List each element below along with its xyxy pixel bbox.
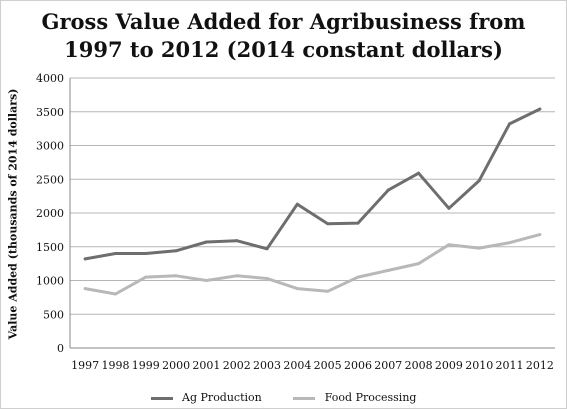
x-tick-label-2011: 2011 [496,359,524,372]
data-point-ag-production-2003 [265,247,269,251]
data-point-ag-production-2002 [235,239,239,243]
data-point-ag-production-2009 [447,206,451,210]
y-tick-label-4000: 4000 [36,72,64,85]
data-point-ag-production-2011 [508,122,512,126]
legend-item-ag-production: Ag Production [150,391,262,404]
x-tick-label-2004: 2004 [283,359,311,372]
data-point-ag-production-2005 [326,222,330,226]
x-tick-label-2001: 2001 [192,359,220,372]
x-tick-label-2000: 2000 [162,359,190,372]
legend: Ag Production Food Processing [0,391,567,404]
x-tick-label-2012: 2012 [526,359,554,372]
x-tick-label-2010: 2010 [465,359,493,372]
data-point-food-processing-2000 [174,274,178,278]
y-tick-label-3500: 3500 [36,106,64,119]
data-point-ag-production-2004 [295,202,299,206]
y-tick-label-2500: 2500 [36,173,64,186]
series-line-ag-production [83,107,542,261]
legend-label-ag-production: Ag Production [182,391,262,404]
x-tick-label-2009: 2009 [435,359,463,372]
data-point-ag-production-2007 [386,188,390,192]
x-tick-label-1997: 1997 [71,359,99,372]
y-tick-label-500: 500 [43,308,64,321]
x-tick-label-2008: 2008 [405,359,433,372]
data-point-ag-production-1999 [144,252,148,255]
data-point-food-processing-2011 [508,241,512,245]
data-point-ag-production-2008 [417,171,421,175]
data-point-food-processing-2004 [295,287,299,291]
x-tick-label-2003: 2003 [253,359,281,372]
chart-title-line-2: 1997 to 2012 (2014 constant dollars) [64,37,503,62]
x-tick-label-2002: 2002 [223,359,251,372]
legend-item-food-processing: Food Processing [293,391,416,404]
data-point-food-processing-2009 [447,243,451,247]
data-point-food-processing-2008 [417,262,421,266]
data-point-food-processing-2002 [235,274,239,278]
legend-swatch-ag-production [150,396,173,400]
y-tick-label-0: 0 [57,342,64,355]
data-point-food-processing-1997 [83,287,87,291]
data-point-food-processing-2001 [204,279,208,282]
data-point-food-processing-2006 [356,275,360,279]
data-point-food-processing-1998 [113,292,117,296]
legend-label-food-processing: Food Processing [324,391,417,404]
data-point-food-processing-2003 [265,276,269,280]
y-tick-label-1500: 1500 [36,241,64,254]
y-tick-label-1000: 1000 [36,275,64,288]
data-point-food-processing-2005 [326,289,330,293]
x-tick-label-1999: 1999 [132,359,160,372]
data-point-food-processing-1999 [144,275,148,279]
x-tick-label-2006: 2006 [344,359,372,372]
chart-title: Gross Value Added for Agribusiness from … [0,8,567,64]
x-tick-label-2007: 2007 [374,359,402,372]
x-tick-label-1998: 1998 [101,359,129,372]
data-point-food-processing-2012 [538,233,542,237]
data-point-ag-production-2010 [477,179,481,183]
series-line-food-processing [83,233,542,296]
data-point-food-processing-2007 [386,268,390,272]
legend-swatch-food-processing [293,396,316,400]
data-point-ag-production-1997 [83,257,87,261]
y-tick-label-2000: 2000 [36,207,64,220]
y-tick-label-3000: 3000 [36,140,64,153]
chart-title-line-1: Gross Value Added for Agribusiness from [41,9,526,34]
data-point-ag-production-2012 [538,107,542,111]
x-tick-label-2005: 2005 [314,359,342,372]
data-point-ag-production-2006 [356,221,360,225]
data-point-food-processing-2010 [477,246,481,250]
data-point-ag-production-1998 [113,252,117,255]
data-point-ag-production-2000 [174,249,178,253]
data-point-ag-production-2001 [204,240,208,244]
